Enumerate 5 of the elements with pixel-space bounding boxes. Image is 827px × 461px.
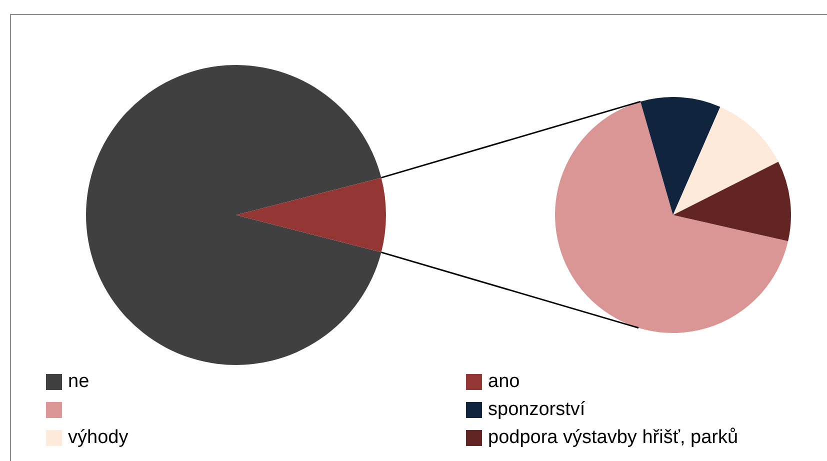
legend-label: ano [488,371,520,393]
legend-label: podpora výstavby hřišť, parků [488,427,738,449]
legend-label: ne [68,371,90,393]
legend-label: sponzorství [488,399,586,421]
legend-label: výhody [68,427,128,449]
